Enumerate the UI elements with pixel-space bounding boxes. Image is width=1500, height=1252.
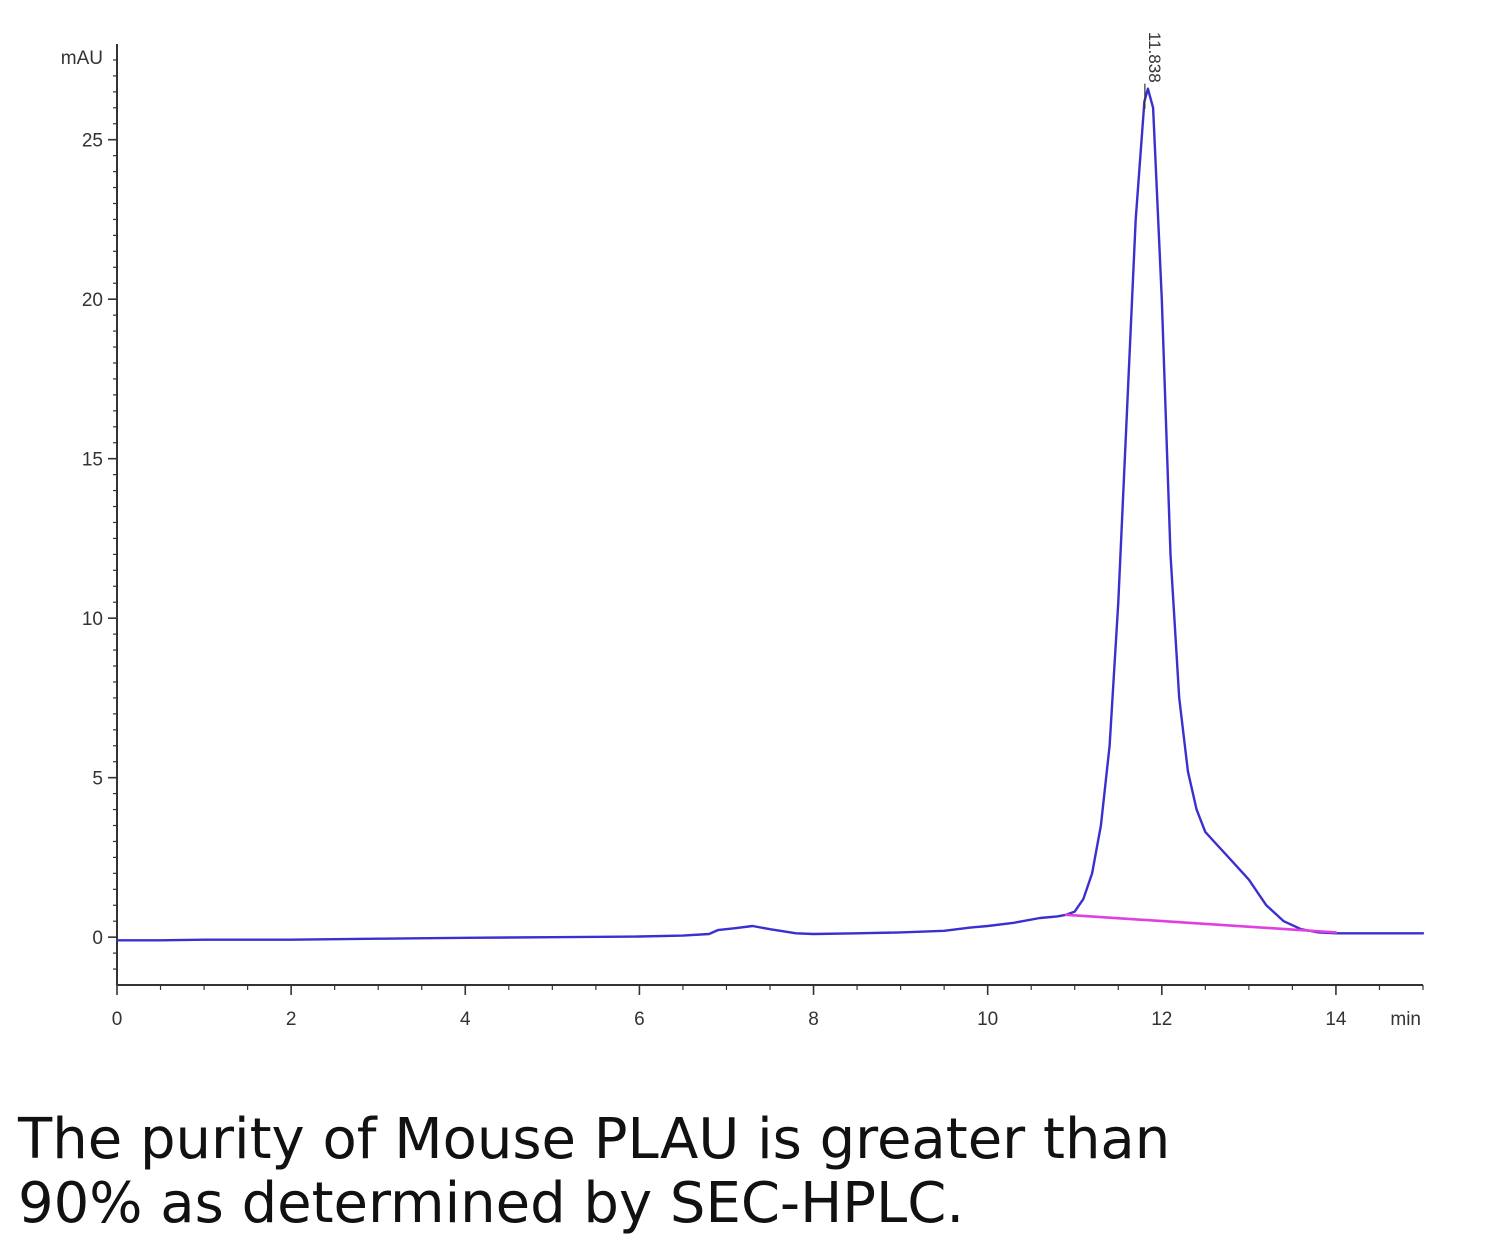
caption-line-2: 90% as determined by SEC-HPLC. — [18, 1171, 965, 1236]
y-tick-label: 10 — [82, 609, 103, 630]
y-tick-label: 5 — [92, 769, 103, 790]
x-axis-label: min — [1390, 1009, 1421, 1030]
series — [115, 87, 1425, 942]
x-tick-label: 14 — [1325, 1009, 1347, 1030]
chromatogram-chart: 0 5 10 15 20 25 mAU 0 2 4 6 8 10 12 14 min 11.838 — [61, 32, 1425, 1030]
axes — [116, 44, 1423, 986]
x-tick-label: 12 — [1151, 1009, 1172, 1030]
peak-label: 11.838 — [1145, 32, 1164, 83]
series-line-baseline — [1064, 913, 1338, 934]
x-tick-label: 4 — [460, 1009, 471, 1030]
annotations: 11.838 — [1144, 32, 1164, 109]
x-tick-label: 8 — [808, 1009, 819, 1030]
x-tick-label: 6 — [634, 1009, 645, 1030]
series-line-trace — [115, 87, 1425, 942]
y-tick-label: 15 — [82, 450, 103, 471]
y-tick-label: 25 — [82, 131, 103, 152]
y-tick-label: 20 — [82, 290, 103, 311]
y-tick-label: 0 — [92, 928, 103, 949]
x-tick-label: 0 — [112, 1009, 123, 1030]
ticks: 0 5 10 15 20 25 mAU 0 2 4 6 8 10 12 14 min — [61, 48, 1424, 1030]
caption-line-1: The purity of Mouse PLAU is greater than — [18, 1107, 1171, 1172]
y-axis-label: mAU — [61, 48, 103, 69]
x-tick-label: 10 — [977, 1009, 998, 1030]
x-tick-label: 2 — [286, 1009, 297, 1030]
caption: The purity of Mouse PLAU is greater than… — [18, 1108, 1418, 1236]
